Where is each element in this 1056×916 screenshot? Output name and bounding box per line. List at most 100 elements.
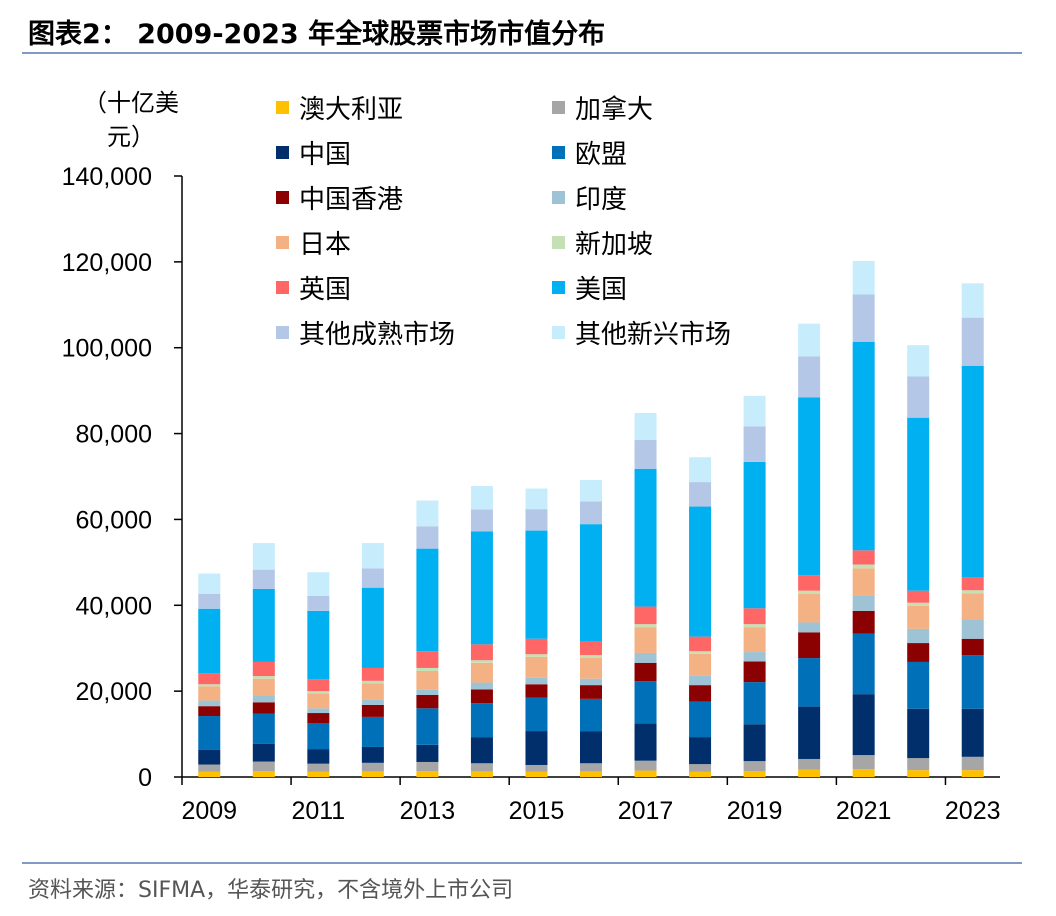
figure-title: 图表2： 2009-2023 年全球股票市场市值分布 [28, 19, 606, 50]
bar-segment [416, 744, 439, 762]
y-tick-label: 140,000 [62, 163, 152, 191]
legend-label: 日本 [299, 229, 352, 260]
legend-item: 中国香港 [276, 180, 403, 215]
y-tick-label: 20,000 [76, 678, 152, 706]
bar-segment [634, 652, 657, 663]
bar-segment [689, 651, 712, 654]
bar-segment [252, 743, 275, 762]
bar-segment [470, 771, 493, 777]
legend-label: 欧盟 [575, 139, 628, 170]
bar-segment [361, 568, 384, 588]
bar-segment [743, 761, 766, 771]
bar-segment [307, 713, 330, 724]
bar-segment [961, 283, 984, 318]
legend-label: 加拿大 [575, 94, 654, 125]
legend-swatch [552, 235, 565, 249]
bar-segment [634, 468, 657, 607]
bar-segment [307, 723, 330, 750]
bar-segment [470, 509, 493, 532]
bar-segment [252, 713, 275, 744]
bar-segment [852, 341, 875, 551]
bar-segment [852, 568, 875, 596]
bar-segment [198, 573, 221, 594]
bar-segment [907, 417, 930, 591]
legend-item: 加拿大 [552, 90, 654, 125]
legend-swatch [552, 280, 565, 294]
bar-segment [580, 657, 602, 679]
legend-label: 澳大利亚 [299, 94, 404, 125]
bar-segment [907, 345, 930, 377]
bar-segment [689, 764, 712, 772]
bar-segment [361, 543, 384, 569]
legend-swatch [276, 190, 289, 204]
legend-item: 日本 [276, 225, 352, 260]
legend-swatch [552, 145, 565, 159]
bar-segment [580, 685, 602, 699]
bar-segment [361, 680, 384, 684]
bar-segment [798, 706, 821, 759]
bar-segment [470, 644, 493, 661]
bar-segment [198, 608, 221, 674]
bar-segment [689, 457, 712, 483]
legend-item: 澳大利亚 [276, 90, 404, 125]
legend-item: 欧盟 [552, 135, 628, 170]
bar-segment [634, 760, 657, 771]
bar-segment [907, 602, 930, 606]
bar-segment [961, 317, 984, 366]
bar-segment [580, 698, 602, 732]
legend-swatch [276, 100, 289, 114]
bar-segment [525, 488, 548, 510]
bar-segment [907, 376, 930, 418]
bar-segment [743, 624, 766, 628]
bar-segment [416, 667, 439, 671]
y-tick-label: 0 [138, 764, 152, 792]
bar-segment [307, 691, 330, 694]
bar-segment [634, 662, 657, 682]
bar-segment [852, 564, 875, 569]
bar-segment [470, 689, 493, 704]
y-tick-label: 40,000 [76, 592, 152, 620]
bar-segment [525, 530, 548, 639]
bar-segment [689, 636, 712, 652]
legend-swatch [552, 325, 565, 339]
bar-segment [198, 706, 221, 717]
bar-segment [307, 572, 330, 596]
bar-segment [307, 679, 330, 692]
bar-segment [798, 323, 821, 357]
bar-segment [416, 695, 439, 709]
bar-segment [798, 658, 821, 707]
bar-segment [361, 762, 384, 772]
legend-swatch [276, 325, 289, 339]
y-tick-label: 80,000 [76, 421, 152, 449]
bar-segment [252, 761, 275, 771]
bar-segment [689, 482, 712, 507]
legend-item: 新加坡 [552, 225, 653, 260]
bar-segment [525, 731, 548, 765]
bar-segment [634, 412, 657, 441]
bar-segment [252, 702, 275, 714]
legend-label: 其他成熟市场 [299, 319, 456, 350]
bar-segment [743, 770, 766, 777]
legend-item: 其他新兴市场 [552, 315, 731, 350]
bar-segment [307, 771, 330, 777]
bar-segment [852, 633, 875, 695]
bar-segment [416, 651, 439, 668]
bar-segment [361, 746, 384, 763]
bar-segment [307, 749, 330, 764]
bar-segment [580, 655, 602, 658]
source-note: 资料来源：SIFMA，华泰研究，不含境外上市公司 [28, 878, 514, 903]
bar-segment [907, 661, 930, 709]
bar-segment [907, 770, 930, 777]
bar-segment [743, 426, 766, 462]
bar-segment [743, 627, 766, 653]
legend-item: 其他成熟市场 [276, 315, 456, 350]
bar-segment [198, 771, 221, 777]
bar-segment [416, 708, 439, 745]
bar-segment [634, 624, 657, 628]
bar-segment [198, 684, 221, 687]
legend-swatch [276, 235, 289, 249]
bar-segment [416, 670, 439, 690]
bar-segment [634, 723, 657, 761]
bar-segment [470, 703, 493, 738]
